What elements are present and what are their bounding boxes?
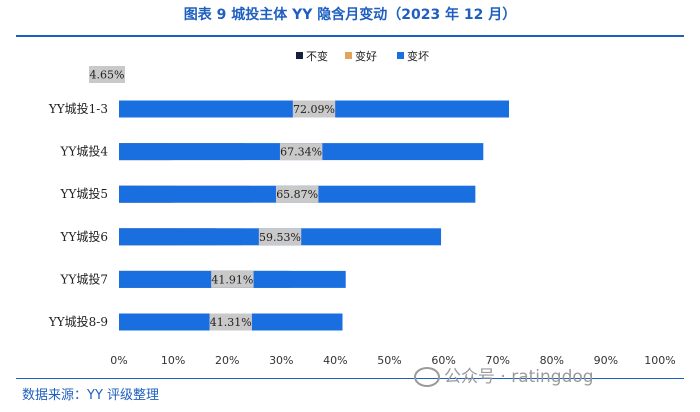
- x-tick-label: 100%: [644, 354, 675, 367]
- data-label-bg: [279, 143, 323, 161]
- data-label-bg: [89, 66, 125, 83]
- data-label: 41.31%: [210, 316, 252, 329]
- watermark: 公众号 · ratingdog: [414, 362, 594, 387]
- x-tick-label: 70%: [485, 354, 509, 367]
- category-label: YY城投4: [60, 144, 109, 159]
- wechat-icon: [414, 367, 440, 387]
- category-label: YY城投8-9: [48, 314, 108, 329]
- watermark-text: 公众号 · ratingdog: [444, 367, 594, 387]
- legend-swatch-0: [296, 52, 303, 59]
- category-label: YY城投6: [60, 229, 108, 244]
- footer-divider: [16, 378, 684, 379]
- legend-swatch-2: [397, 52, 404, 59]
- data-label: 4.65%: [90, 69, 125, 82]
- x-tick-label: 90%: [594, 354, 618, 367]
- x-tick-label: 10%: [161, 354, 185, 367]
- data-label: 65.87%: [276, 188, 318, 201]
- data-label-bg: [258, 228, 302, 246]
- data-label-bg: [209, 313, 252, 331]
- title-divider: [16, 35, 684, 37]
- x-tick-label: 30%: [269, 354, 293, 367]
- stacked-bar-chart: 不变变好变坏YY城投1-34.65%23.26%72.09%YY城投49.55%…: [48, 49, 676, 367]
- x-tick-label: 80%: [540, 354, 564, 367]
- chart-title: 图表 9 城投主体 YY 隐含月变动（2023 年 12 月）: [183, 7, 517, 23]
- legend-label-0: 不变: [306, 49, 328, 63]
- data-label-bg: [275, 185, 319, 203]
- legend-label-2: 变坏: [407, 49, 429, 63]
- legend-label-1: 变好: [355, 49, 377, 63]
- data-label: 67.34%: [280, 146, 322, 159]
- x-tick-label: 40%: [323, 354, 347, 367]
- data-label: 72.09%: [293, 103, 335, 116]
- x-tick-label: 0%: [110, 354, 127, 367]
- data-label: 59.53%: [259, 231, 301, 244]
- data-label-bg: [292, 100, 336, 118]
- x-tick-label: 20%: [215, 354, 239, 367]
- x-tick-label: 60%: [431, 354, 455, 367]
- category-label: YY城投1-3: [48, 101, 108, 116]
- data-label: 41.91%: [211, 273, 253, 286]
- category-label: YY城投7: [60, 271, 108, 286]
- category-label: YY城投5: [60, 186, 108, 201]
- data-label-bg: [211, 270, 254, 288]
- x-tick-label: 50%: [377, 354, 401, 367]
- data-source: 数据来源：YY 评级整理: [22, 388, 160, 403]
- legend-swatch-1: [345, 52, 352, 59]
